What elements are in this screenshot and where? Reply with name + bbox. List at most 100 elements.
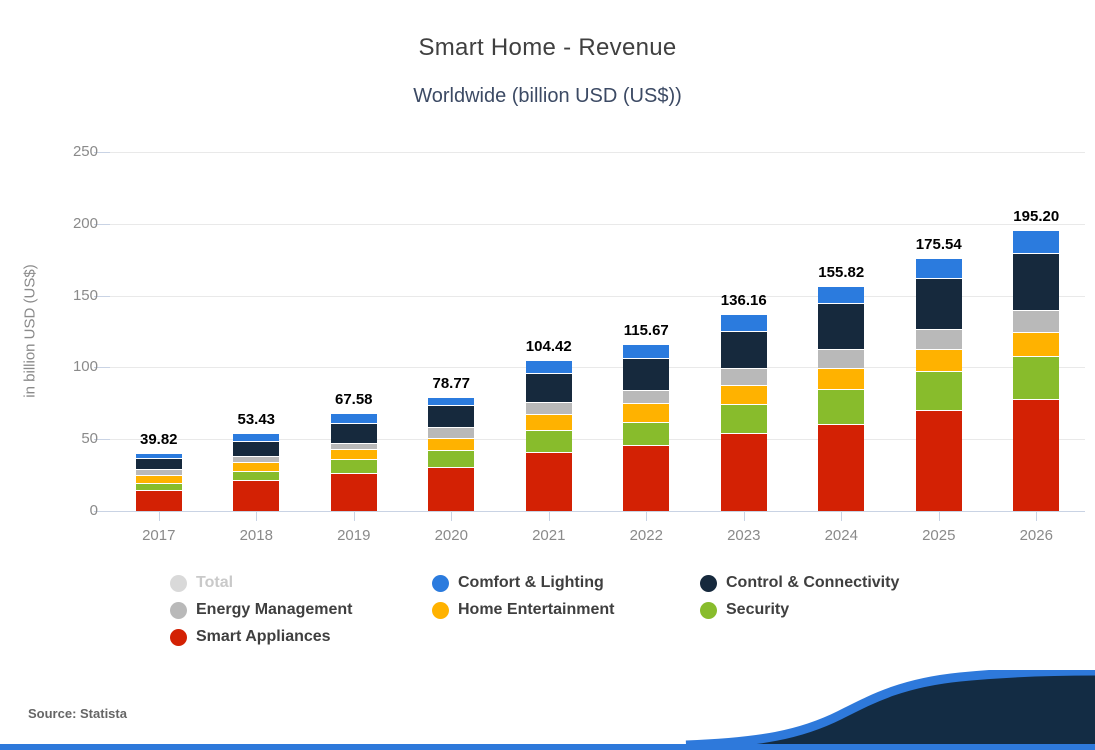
bar-total-label: 175.54 (915, 235, 962, 253)
bar-segment[interactable] (818, 424, 865, 511)
y-axis-tick-label: 0 (89, 502, 98, 519)
legend-label: Home Entertainment (458, 601, 615, 618)
legend-item[interactable]: Energy Management (170, 601, 352, 619)
x-axis-tick (841, 512, 843, 521)
bar-segment[interactable] (915, 411, 962, 511)
x-axis-tick-label: 2021 (532, 527, 566, 544)
x-axis-tick (1036, 512, 1038, 521)
y-axis-tick-label: 50 (81, 430, 98, 448)
bar-segment[interactable] (915, 258, 962, 279)
bar-segment[interactable] (525, 431, 572, 453)
bar-segment[interactable] (330, 413, 377, 424)
bar-segment[interactable] (623, 358, 670, 391)
y-axis-tick (94, 367, 110, 369)
legend-item[interactable]: Comfort & Lighting (432, 574, 604, 592)
bar-segment[interactable] (720, 331, 767, 369)
y-axis-tick (94, 511, 110, 512)
bar-segment[interactable] (1013, 253, 1060, 312)
source-note: Source: Statista (28, 706, 127, 721)
x-axis-tick (256, 512, 258, 521)
x-axis-tick-label: 2026 (1019, 527, 1053, 544)
wave-navy-shape (688, 674, 1095, 747)
legend-item[interactable]: Home Entertainment (432, 601, 614, 619)
legend-item[interactable]: Security (700, 601, 789, 619)
bar-segment[interactable] (525, 361, 572, 374)
x-axis-tick-label: 2020 (434, 527, 468, 544)
x-axis-tick (743, 512, 745, 521)
bar-segment[interactable] (915, 278, 962, 331)
x-axis-tick-label: 2025 (922, 527, 956, 544)
bar-segment[interactable] (720, 315, 767, 332)
legend-item[interactable]: Control & Connectivity (700, 574, 899, 592)
bar-segment[interactable] (720, 368, 767, 387)
legend-dot (432, 574, 449, 592)
bar-segment[interactable] (1013, 333, 1060, 358)
bar-total-label: 155.82 (818, 264, 865, 282)
bar-segment[interactable] (525, 373, 572, 403)
bar-segment[interactable] (330, 449, 377, 461)
bar-segment[interactable] (233, 481, 280, 511)
bar-segment[interactable] (720, 405, 767, 435)
legend-dot (700, 574, 717, 592)
bar-segment[interactable] (915, 372, 962, 412)
bar-segment[interactable] (135, 470, 182, 477)
bar-segment[interactable] (818, 303, 865, 351)
bar-segment[interactable] (135, 453, 182, 460)
bar-segment[interactable] (428, 450, 475, 469)
bar-segment[interactable] (233, 457, 280, 464)
bar-segment[interactable] (1013, 357, 1060, 400)
y-axis-tick-label: 150 (72, 286, 98, 304)
legend-item[interactable]: Smart Appliances (170, 628, 331, 646)
bar-segment[interactable] (1013, 399, 1060, 511)
y-axis-title: in billion USD (US$) (21, 264, 39, 398)
bar-segment[interactable] (915, 330, 962, 351)
bar-segment[interactable] (428, 397, 475, 407)
bar-segment[interactable] (135, 459, 182, 471)
bar-segment[interactable] (330, 473, 377, 511)
bar-segment[interactable] (330, 443, 377, 450)
bar-segment[interactable] (720, 386, 767, 406)
legend-label: Comfort & Lighting (458, 574, 604, 591)
legend-item[interactable]: Total (170, 574, 233, 592)
gridline (110, 152, 1085, 153)
bar-segment[interactable] (428, 406, 475, 429)
legend-dot (700, 601, 717, 619)
gridline (110, 223, 1085, 225)
bar-segment[interactable] (135, 483, 182, 492)
bar-segment[interactable] (525, 414, 572, 432)
bar-segment[interactable] (1013, 230, 1060, 254)
bar-segment[interactable] (1013, 311, 1060, 334)
bar-segment[interactable] (915, 350, 962, 373)
bar-segment[interactable] (623, 390, 670, 405)
bar-segment[interactable] (818, 287, 865, 304)
bar-segment[interactable] (623, 404, 670, 424)
bar-segment[interactable] (330, 423, 377, 444)
bar-segment[interactable] (818, 389, 865, 425)
x-axis-tick-label: 2023 (727, 527, 761, 544)
bar-segment[interactable] (233, 441, 280, 458)
bar-segment[interactable] (233, 471, 280, 482)
bar-segment[interactable] (525, 402, 572, 415)
legend-label: Energy Management (196, 601, 353, 618)
bar-segment[interactable] (525, 452, 572, 511)
gridline (110, 295, 1085, 297)
bar-segment[interactable] (428, 428, 475, 439)
bar-segment[interactable] (623, 446, 670, 511)
x-axis-tick (548, 512, 550, 521)
bar-segment[interactable] (233, 434, 280, 442)
y-axis-tick (94, 439, 110, 441)
bar-segment[interactable] (135, 491, 182, 511)
bar-segment[interactable] (428, 438, 475, 451)
x-axis-tick-label: 2019 (337, 527, 371, 544)
bar-segment[interactable] (720, 434, 767, 511)
bar-segment[interactable] (233, 463, 280, 472)
bar-segment[interactable] (135, 476, 182, 484)
bar-segment[interactable] (623, 423, 670, 447)
bar-segment[interactable] (818, 368, 865, 390)
bar-segment[interactable] (330, 460, 377, 474)
y-axis-tick-label: 200 (72, 214, 98, 232)
bar-segment[interactable] (623, 344, 670, 359)
bar-segment[interactable] (428, 468, 475, 511)
bar-segment[interactable] (818, 350, 865, 369)
